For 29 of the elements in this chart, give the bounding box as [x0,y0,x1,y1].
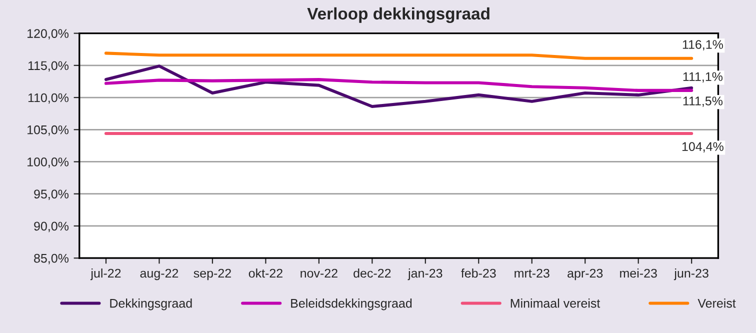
y-tick-label: 85,0% [34,254,69,264]
legend-label: Dekkingsgraad [110,298,192,310]
x-tick-label: mrt-23 [514,268,550,278]
x-tick-label: mei-23 [620,268,657,278]
x-tick-label: nov-22 [300,268,338,278]
x-tick-label: jul-22 [90,268,121,280]
x-tick-label: aug-22 [140,268,178,280]
x-tick-label: dec-22 [354,268,391,278]
legend-label: Minimaal vereist [510,298,600,308]
legend-label: Vereist [698,298,736,308]
data-label: 111,5% [683,96,723,107]
x-tick-label: feb-23 [461,268,496,278]
legend-label: Beleidsdekkingsgraad [291,298,412,310]
y-tick-label: 120,0% [28,29,69,40]
data-label: 111,1% [683,72,723,83]
x-tick-label: sep-22 [194,268,231,280]
y-tick-label: 115,0% [28,61,69,72]
y-tick-label: 110,0% [28,93,69,104]
y-tick-label: 105,0% [28,125,69,136]
x-tick-label: okt-22 [248,268,282,278]
y-tick-label: 90,0% [34,222,69,232]
data-label: 104,4% [682,142,724,152]
x-tick-label: apr-23 [568,268,603,280]
data-label: 116,1% [682,40,723,50]
y-tick-label: 95,0% [34,190,69,200]
y-tick-label: 100,0% [28,158,69,168]
x-tick-label: jun-23 [674,268,708,280]
chart-title: Verloop dekkingsgraad [307,7,490,23]
x-tick-label: jan-23 [408,268,442,280]
